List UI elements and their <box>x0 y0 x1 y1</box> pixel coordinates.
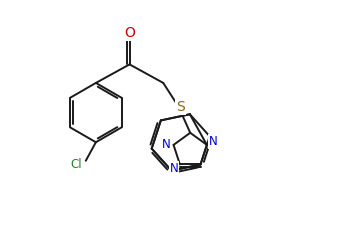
Text: N: N <box>169 162 178 175</box>
Text: O: O <box>124 26 135 40</box>
Text: S: S <box>176 100 185 114</box>
Text: N: N <box>162 138 171 151</box>
Text: Cl: Cl <box>70 158 82 171</box>
Text: N: N <box>209 135 218 148</box>
